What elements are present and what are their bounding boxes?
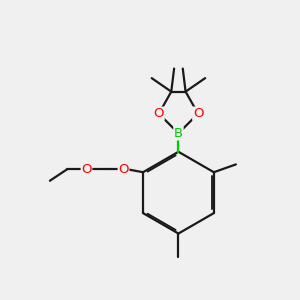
Text: O: O (193, 107, 203, 120)
Text: B: B (174, 127, 183, 140)
Text: O: O (81, 163, 92, 176)
Text: O: O (118, 163, 129, 176)
Text: O: O (154, 107, 164, 120)
